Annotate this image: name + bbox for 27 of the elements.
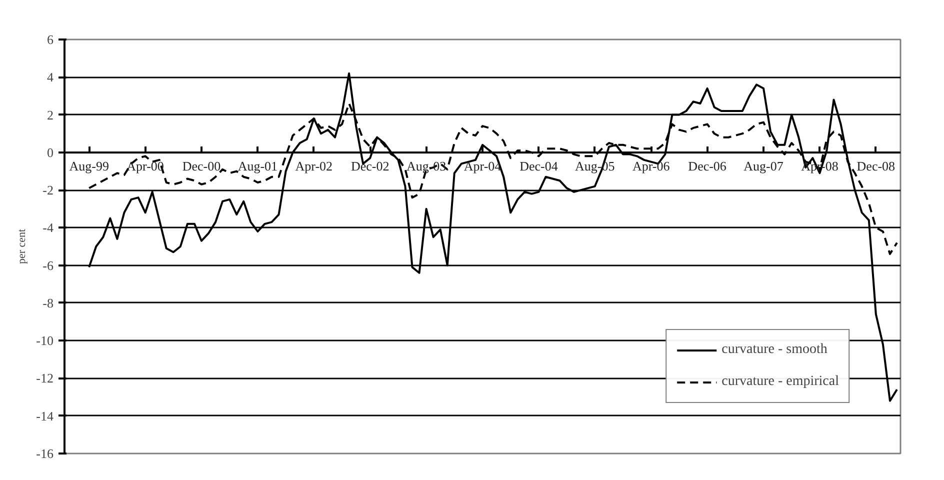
y-tick-label: -10 bbox=[36, 333, 54, 348]
x-tick-label: Dec-06 bbox=[688, 158, 727, 174]
y-axis-title: per cent bbox=[16, 228, 28, 264]
y-tick-label: 4 bbox=[47, 70, 54, 85]
y-tick-label: 6 bbox=[47, 32, 54, 47]
y-tick-label: 0 bbox=[47, 144, 54, 160]
x-tick-label: Dec-00 bbox=[182, 158, 221, 174]
y-tick-label: -12 bbox=[36, 370, 54, 386]
legend-label: curvature - empirical bbox=[722, 374, 839, 390]
y-tick-label: -2 bbox=[42, 182, 54, 198]
x-tick-label: Aug-07 bbox=[744, 158, 784, 174]
x-tick-label: Dec-08 bbox=[856, 158, 896, 174]
x-tick-label: Apr-02 bbox=[295, 158, 333, 174]
x-tick-label: Aug-99 bbox=[69, 158, 109, 174]
x-tick-label: Apr-00 bbox=[126, 158, 164, 174]
y-tick-label: 2 bbox=[47, 107, 54, 122]
x-tick-label: Aug-01 bbox=[238, 158, 278, 174]
y-tick-label: -14 bbox=[36, 408, 54, 424]
legend-label: curvature - smooth bbox=[722, 342, 828, 358]
x-tick-label: Aug-03 bbox=[406, 158, 446, 174]
y-tick-label: -4 bbox=[42, 220, 54, 236]
y-tick-label: -6 bbox=[42, 258, 54, 273]
y-tick-label: -16 bbox=[36, 446, 54, 461]
y-tick-label: -8 bbox=[42, 295, 54, 310]
x-tick-label: Dec-04 bbox=[520, 158, 558, 174]
x-tick-label: Dec-02 bbox=[350, 158, 390, 174]
x-tick-label: Apr-06 bbox=[632, 158, 670, 174]
